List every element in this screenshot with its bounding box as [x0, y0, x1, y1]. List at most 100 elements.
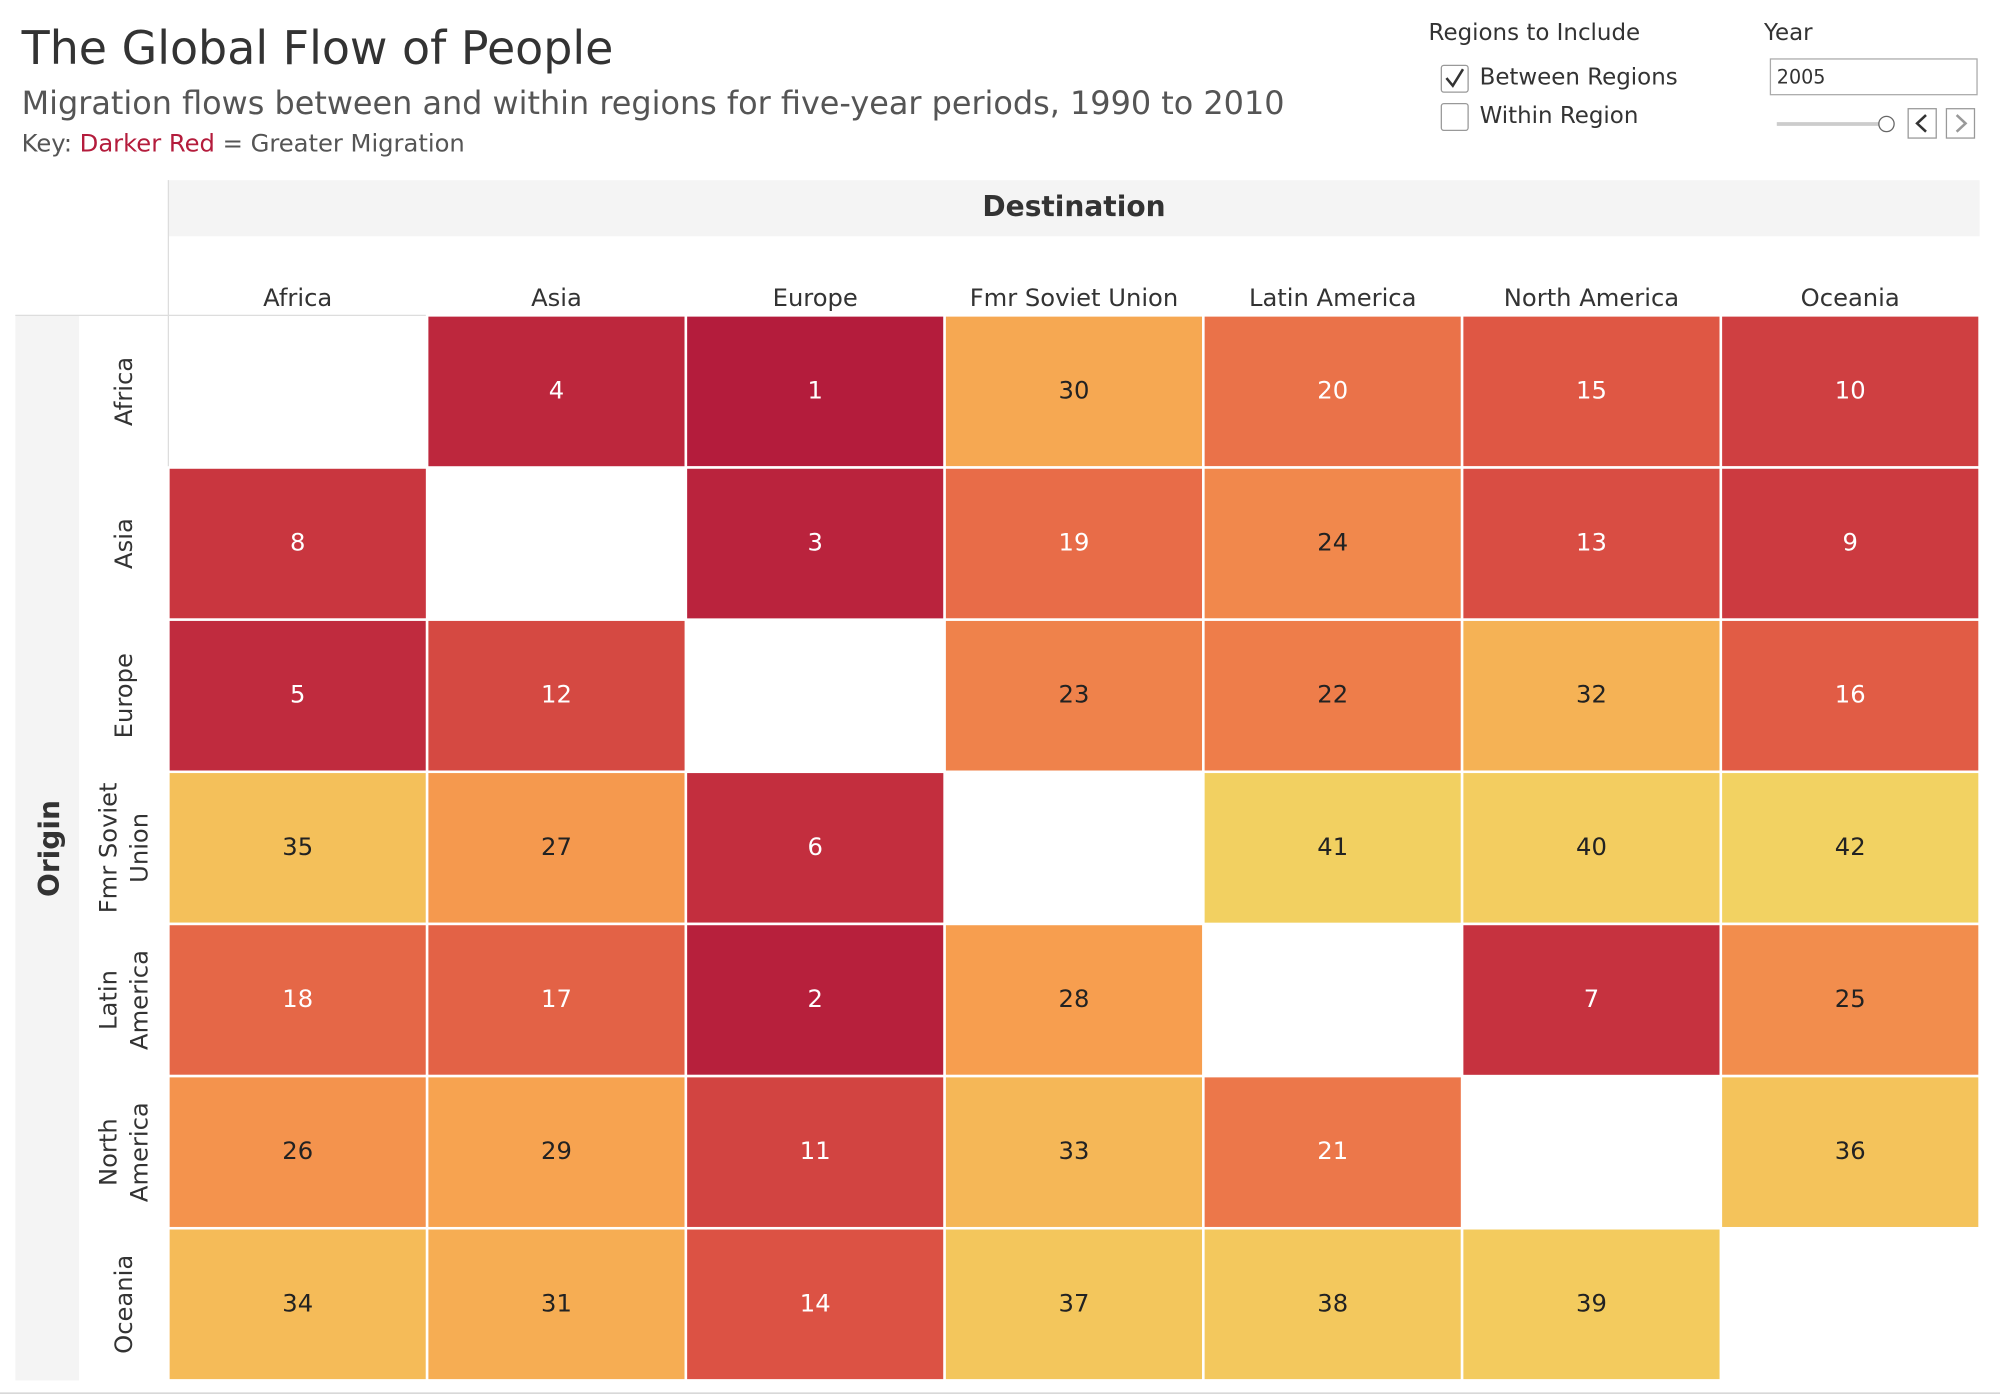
cell [1202, 314, 1464, 469]
column-label: Fmr Soviet Union [970, 284, 1179, 312]
cell-label: 13 [1576, 529, 1607, 557]
cell-label: 26 [282, 1137, 313, 1165]
cell-label: 39 [1576, 1289, 1607, 1317]
cell [684, 466, 946, 621]
cell-label: 21 [1317, 1137, 1348, 1165]
cell-label: 1 [808, 376, 823, 404]
cell-label: 6 [808, 833, 823, 861]
cell-label: 34 [282, 1289, 313, 1317]
cell-label: 2 [808, 985, 823, 1013]
cell [1719, 770, 1981, 926]
title: The Global Flow of People [21, 21, 614, 75]
cell [167, 770, 429, 926]
cell [425, 618, 688, 774]
column-label: Asia [531, 284, 582, 312]
cell-label: 41 [1317, 833, 1348, 861]
cell-label: 3 [808, 529, 823, 557]
row-label: Oceania [110, 1255, 138, 1354]
cell-label: 14 [800, 1289, 831, 1317]
column-label: Europe [773, 284, 858, 312]
cell [1719, 1074, 1981, 1230]
row-label: North America [95, 1102, 154, 1202]
cell [425, 1074, 688, 1230]
cell [684, 922, 946, 1078]
y-axis-title: Origin [33, 800, 66, 897]
cell [167, 618, 429, 774]
cell-label: 7 [1584, 985, 1599, 1013]
row-label: Africa [110, 357, 138, 426]
cell-label: 10 [1835, 376, 1866, 404]
cell-label: 12 [541, 681, 572, 709]
cell [1460, 770, 1723, 926]
row-label: Fmr Soviet Union [95, 782, 154, 913]
cell [425, 314, 688, 469]
check-mark [1445, 68, 1465, 88]
regions-title: Regions to Include [1429, 20, 1641, 46]
cell-label: 19 [1059, 529, 1090, 557]
row-label: Latin America [95, 950, 154, 1050]
cell-label: 33 [1059, 1137, 1090, 1165]
cell-label: 32 [1576, 681, 1607, 709]
cell-label: 17 [541, 985, 572, 1013]
key: Key: Darker Red = Greater Migration [22, 129, 465, 157]
x-axis-title: Destination [982, 190, 1165, 223]
prev-icon [1915, 114, 1927, 133]
cell-label: 35 [282, 833, 313, 861]
column-label: Oceania [1801, 284, 1900, 312]
cell-label: 5 [290, 681, 305, 709]
column-label: North America [1504, 284, 1679, 312]
cell-label: 42 [1835, 833, 1866, 861]
cell [1202, 466, 1464, 621]
prev-button[interactable] [1907, 108, 1937, 139]
destination-band [168, 180, 1980, 237]
cell [167, 922, 429, 1078]
cell-label: 4 [549, 376, 564, 404]
cell [1719, 466, 1981, 621]
year-slider-thumb[interactable] [1878, 115, 1895, 133]
key-rest: = Greater Migration [223, 129, 465, 157]
row-label: Asia [110, 518, 138, 569]
origin-band [15, 315, 80, 1381]
cell-label: 38 [1317, 1289, 1348, 1317]
cell [943, 466, 1205, 621]
year-input[interactable] [1769, 58, 1978, 96]
cell [1719, 314, 1981, 469]
cell-label: 36 [1835, 1137, 1866, 1165]
checkbox[interactable] [1440, 64, 1469, 93]
cell-label: 28 [1059, 985, 1090, 1013]
cell [943, 1074, 1205, 1230]
cell-label: 22 [1317, 681, 1348, 709]
cell [1202, 1074, 1464, 1230]
next-icon [1955, 114, 1968, 133]
row-label: Europe [110, 653, 138, 738]
cell [1460, 618, 1723, 774]
cell [167, 1226, 429, 1382]
cell [167, 1074, 429, 1230]
cell-label: 8 [290, 529, 305, 557]
cell-label: 18 [282, 985, 313, 1013]
next-button[interactable] [1945, 108, 1976, 139]
cell-label: 24 [1317, 529, 1348, 557]
cell [684, 1074, 946, 1230]
key-label: Key: [22, 129, 72, 157]
cell [425, 1226, 688, 1382]
cell-label: 30 [1059, 376, 1090, 404]
cell [943, 618, 1205, 774]
cell-label: 9 [1843, 529, 1858, 557]
cell [1202, 1226, 1464, 1382]
cell-label: 40 [1576, 833, 1607, 861]
column-label: Latin America [1249, 284, 1417, 312]
year-title: Year [1763, 20, 1813, 46]
cell-label: 20 [1317, 376, 1348, 404]
cell [1719, 618, 1981, 774]
cell-label: 31 [541, 1289, 572, 1317]
cell [684, 1226, 946, 1382]
cell [684, 770, 946, 926]
cell-label: 11 [800, 1137, 831, 1165]
column-label: Africa [263, 284, 332, 312]
subtitle: Migration flows between and within regio… [22, 84, 1285, 122]
cell-label: 25 [1835, 985, 1866, 1013]
checkbox[interactable] [1440, 102, 1469, 132]
cell-label: 16 [1835, 681, 1866, 709]
